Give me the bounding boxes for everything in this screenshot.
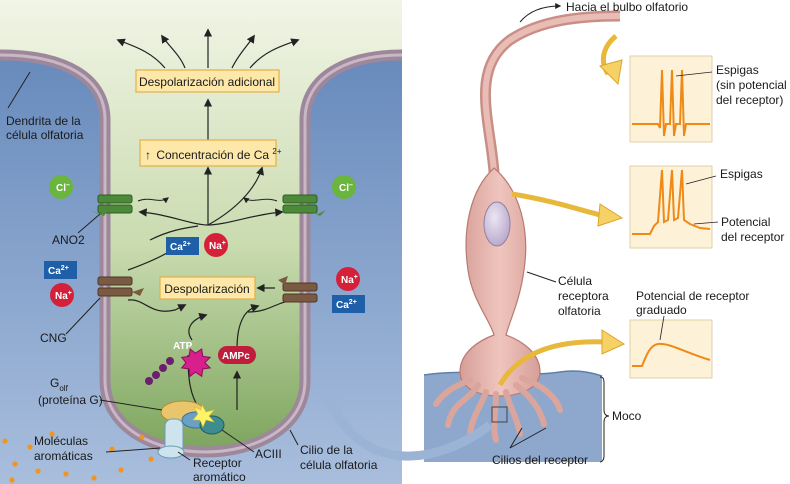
receptor-potential-label: Potencial del receptor — [721, 215, 784, 244]
ca-concentration-box: ↑ Concentración de Ca 2+ — [140, 140, 282, 166]
cell-label: Célula receptora olfatoria — [527, 272, 609, 318]
svg-text:del receptor): del receptor) — [716, 93, 783, 107]
cng-label: CNG — [40, 331, 67, 345]
axon — [485, 16, 620, 172]
trace-panel-graded — [630, 316, 712, 378]
up-arrow-icon: ↑ — [145, 148, 151, 162]
depolarization-box: Despolarización — [160, 277, 255, 299]
trace-panel-spikes-potential — [630, 166, 718, 248]
svg-text:Moléculas: Moléculas — [34, 434, 88, 448]
svg-text:↑ Concentración de Ca: ↑ Concentración de Ca 2+ — [145, 147, 282, 162]
mucus-label: Moco — [612, 409, 642, 423]
spikes-label: Espigas — [720, 167, 763, 181]
ca-ion-right: Ca2+ — [332, 295, 365, 313]
svg-text:Potencial de receptor: Potencial de receptor — [636, 289, 749, 303]
svg-text:(sin potencial: (sin potencial — [716, 78, 787, 92]
svg-text:célula olfatoria: célula olfatoria — [300, 458, 378, 472]
svg-text:graduado: graduado — [636, 303, 687, 317]
nucleus — [484, 202, 510, 246]
svg-text:Receptor: Receptor — [193, 456, 242, 470]
svg-text:Dendrita de la: Dendrita de la — [6, 114, 81, 128]
svg-text:aromático: aromático — [193, 470, 246, 484]
na-ion-inside: Na+ — [204, 233, 228, 257]
graded-potential-label: Potencial de receptor graduado — [636, 289, 749, 317]
cl-ion-left: Cl– — [49, 175, 73, 199]
trace-panel-spikes-only — [630, 56, 712, 142]
further-depolarization-box: Despolarización adicional — [136, 70, 279, 92]
svg-text:receptora: receptora — [558, 289, 609, 303]
svg-text:olfatoria: olfatoria — [558, 304, 601, 318]
svg-text:aromáticas: aromáticas — [34, 449, 93, 463]
svg-text:Célula: Célula — [558, 274, 592, 288]
svg-text:Cilio de la: Cilio de la — [300, 443, 353, 457]
na-ion-left: Na+ — [50, 283, 74, 307]
svg-text:ACIII: ACIII — [255, 447, 282, 461]
svg-text:del receptor: del receptor — [721, 230, 784, 244]
cl-ion-right: Cl– — [332, 175, 356, 199]
spikes-no-potential-label: Espigas (sin potencial del receptor) — [716, 63, 787, 107]
svg-text:AMPc: AMPc — [222, 351, 250, 362]
to-bulb-label: Hacia el bulbo olfatorio — [566, 0, 688, 14]
ca-ion-inside: Ca2+ — [166, 237, 199, 255]
svg-text:Espigas: Espigas — [716, 63, 759, 77]
ano2-label: ANO2 — [52, 233, 85, 247]
svg-text:Despolarización: Despolarización — [164, 282, 249, 296]
svg-text:Potencial: Potencial — [721, 215, 770, 229]
na-ion-right: Na+ — [336, 267, 360, 291]
camp-molecule: AMPc — [218, 346, 256, 364]
svg-text:Despolarización adicional: Despolarización adicional — [139, 75, 275, 89]
svg-text:Cilios del receptor: Cilios del receptor — [492, 453, 588, 467]
svg-text:ATP: ATP — [173, 341, 193, 352]
svg-text:(proteína G): (proteína G) — [38, 393, 103, 407]
cilium-cross-section-panel: Despolarización adicional ↑ Concentració… — [0, 0, 402, 484]
svg-text:célula olfatoria: célula olfatoria — [6, 128, 84, 142]
ca-ion-left: Ca2+ — [44, 261, 77, 279]
